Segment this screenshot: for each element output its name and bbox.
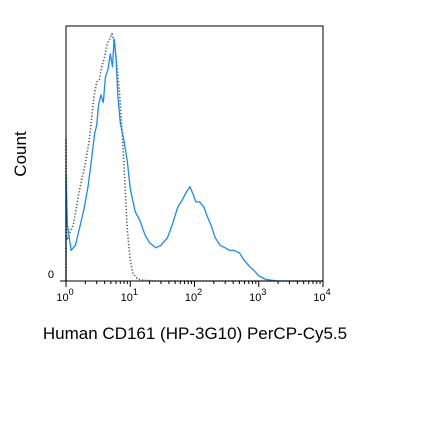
dotted-series-line (65, 32, 323, 282)
y-tick-label: 0 (48, 269, 54, 281)
x-tick-label: 104 (313, 287, 330, 304)
solid-series-line (65, 38, 323, 282)
x-axis-title: Human CD161 (HP-3G10) PerCP-Cy5.5 (43, 324, 347, 343)
histogram-curves (65, 32, 323, 282)
x-tick-label: 100 (56, 287, 73, 304)
y-axis-title: Count (11, 131, 30, 177)
x-tick-label: 101 (121, 287, 138, 304)
plot-frame (65, 25, 324, 282)
x-tick-label: 102 (185, 287, 202, 304)
x-tick-label: 103 (249, 287, 266, 304)
axis-ticks: 100 101 102 103 104 0 (48, 269, 331, 304)
